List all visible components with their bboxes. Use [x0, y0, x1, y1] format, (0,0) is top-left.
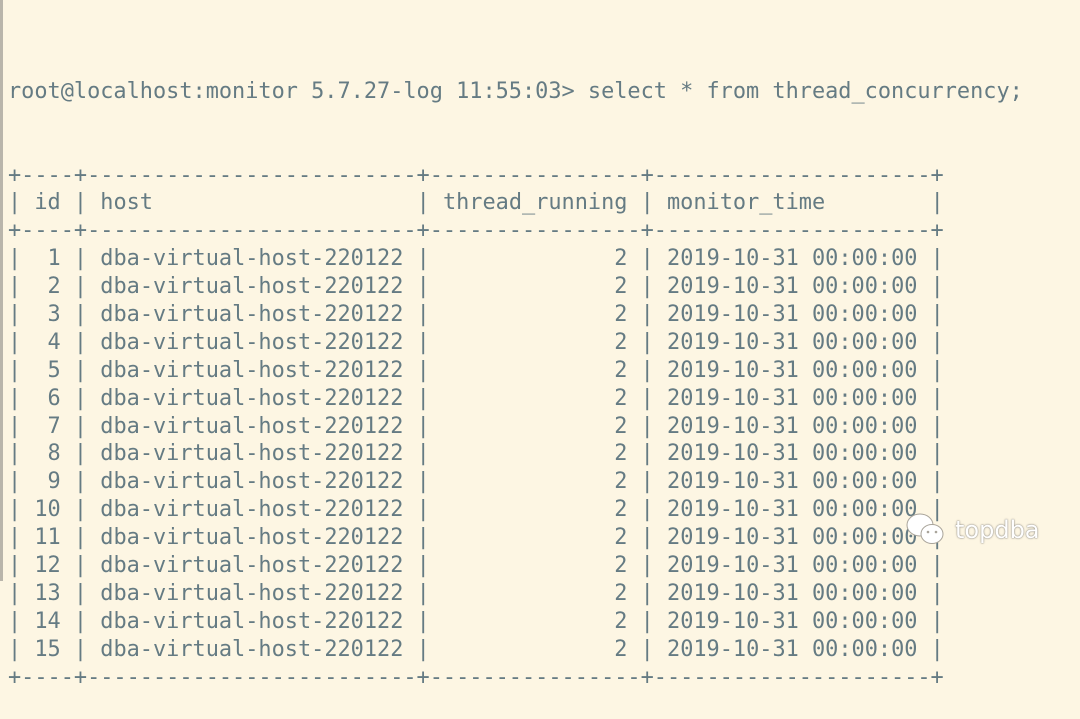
column-header-id: id	[34, 190, 61, 216]
terminal-output: root@localhost:monitor 5.7.27-log 11:55:…	[8, 22, 1023, 719]
cell-thread-running: 2	[614, 357, 628, 383]
cell-thread-running: 2	[614, 497, 628, 523]
cell-monitor-time: 2019-10-31 00:00:00	[667, 608, 918, 634]
cell-thread-running: 2	[614, 469, 628, 495]
cell-host: dba-virtual-host-220122	[100, 608, 404, 634]
watermark: topdba	[905, 512, 1040, 548]
cell-host: dba-virtual-host-220122	[100, 246, 404, 272]
table-row: | 15 | dba-virtual-host-220122 | 2 | 201…	[8, 636, 944, 662]
cell-host: dba-virtual-host-220122	[100, 301, 404, 327]
table-border: +----+-------------------------+--------…	[8, 218, 944, 244]
cell-host: dba-virtual-host-220122	[100, 580, 404, 606]
cell-monitor-time: 2019-10-31 00:00:00	[667, 413, 918, 439]
cell-id: 13	[34, 580, 61, 606]
cell-thread-running: 2	[614, 580, 628, 606]
cell-id: 2	[47, 274, 61, 300]
cell-thread-running: 2	[614, 608, 628, 634]
cell-monitor-time: 2019-10-31 00:00:00	[667, 301, 918, 327]
cell-id: 14	[34, 608, 61, 634]
column-header-monitor-time: monitor_time	[667, 190, 826, 216]
result-table: +----+-------------------------+--------…	[8, 162, 1023, 692]
cell-host: dba-virtual-host-220122	[100, 357, 404, 383]
table-row: | 7 | dba-virtual-host-220122 | 2 | 2019…	[8, 413, 944, 439]
cell-monitor-time: 2019-10-31 00:00:00	[667, 441, 918, 467]
cell-host: dba-virtual-host-220122	[100, 274, 404, 300]
table-border: +----+-------------------------+--------…	[8, 664, 944, 690]
cell-id: 8	[47, 441, 61, 467]
table-row: | 10 | dba-virtual-host-220122 | 2 | 201…	[8, 497, 944, 523]
table-row: | 3 | dba-virtual-host-220122 | 2 | 2019…	[8, 301, 944, 327]
cell-thread-running: 2	[614, 525, 628, 551]
table-border: +----+-------------------------+--------…	[8, 162, 944, 188]
cell-monitor-time: 2019-10-31 00:00:00	[667, 497, 918, 523]
window-edge	[0, 0, 3, 581]
cell-thread-running: 2	[614, 441, 628, 467]
column-header-thread-running: thread_running	[442, 190, 628, 216]
cell-id: 3	[47, 301, 61, 327]
table-row: | 4 | dba-virtual-host-220122 | 2 | 2019…	[8, 329, 944, 355]
cell-id: 4	[47, 329, 61, 355]
cell-id: 1	[47, 246, 61, 272]
cell-id: 7	[47, 413, 61, 439]
prompt: root@localhost:monitor 5.7.27-log 11:55:…	[8, 78, 588, 104]
table-row: | 9 | dba-virtual-host-220122 | 2 | 2019…	[8, 469, 944, 495]
table-row: | 13 | dba-virtual-host-220122 | 2 | 201…	[8, 580, 944, 606]
cell-monitor-time: 2019-10-31 00:00:00	[667, 636, 918, 662]
cell-id: 11	[34, 525, 61, 551]
cell-monitor-time: 2019-10-31 00:00:00	[667, 580, 918, 606]
table-row: | 14 | dba-virtual-host-220122 | 2 | 201…	[8, 608, 944, 634]
cell-host: dba-virtual-host-220122	[100, 552, 404, 578]
cell-monitor-time: 2019-10-31 00:00:00	[667, 246, 918, 272]
cell-id: 15	[34, 636, 61, 662]
table-row: | 6 | dba-virtual-host-220122 | 2 | 2019…	[8, 385, 944, 411]
table-row: | 1 | dba-virtual-host-220122 | 2 | 2019…	[8, 246, 944, 272]
cell-thread-running: 2	[614, 329, 628, 355]
cell-id: 6	[47, 385, 61, 411]
cell-thread-running: 2	[614, 274, 628, 300]
cell-id: 10	[34, 497, 61, 523]
column-header-host: host	[100, 190, 153, 216]
cell-thread-running: 2	[614, 413, 628, 439]
table-header: | id | host | thread_running | monitor_t…	[8, 190, 944, 216]
cell-host: dba-virtual-host-220122	[100, 329, 404, 355]
cell-thread-running: 2	[614, 636, 628, 662]
cell-monitor-time: 2019-10-31 00:00:00	[667, 357, 918, 383]
cell-monitor-time: 2019-10-31 00:00:00	[667, 385, 918, 411]
cell-host: dba-virtual-host-220122	[100, 636, 404, 662]
cell-thread-running: 2	[614, 385, 628, 411]
cell-thread-running: 2	[614, 552, 628, 578]
command-text: select * from thread_concurrency;	[587, 78, 1023, 104]
cell-id: 5	[47, 357, 61, 383]
cell-host: dba-virtual-host-220122	[100, 525, 404, 551]
table-row: | 2 | dba-virtual-host-220122 | 2 | 2019…	[8, 274, 944, 300]
cell-monitor-time: 2019-10-31 00:00:00	[667, 329, 918, 355]
table-row: | 12 | dba-virtual-host-220122 | 2 | 201…	[8, 552, 944, 578]
table-row: | 11 | dba-virtual-host-220122 | 2 | 201…	[8, 525, 944, 551]
cell-monitor-time: 2019-10-31 00:00:00	[667, 469, 918, 495]
cell-monitor-time: 2019-10-31 00:00:00	[667, 552, 918, 578]
cell-host: dba-virtual-host-220122	[100, 413, 404, 439]
cell-id: 9	[47, 469, 61, 495]
table-row: | 5 | dba-virtual-host-220122 | 2 | 2019…	[8, 357, 944, 383]
cell-monitor-time: 2019-10-31 00:00:00	[667, 525, 918, 551]
cell-host: dba-virtual-host-220122	[100, 441, 404, 467]
cell-host: dba-virtual-host-220122	[100, 497, 404, 523]
cell-id: 12	[34, 552, 61, 578]
cell-thread-running: 2	[614, 301, 628, 327]
cell-host: dba-virtual-host-220122	[100, 385, 404, 411]
cell-thread-running: 2	[614, 246, 628, 272]
wechat-icon	[906, 513, 944, 544]
table-row: | 8 | dba-virtual-host-220122 | 2 | 2019…	[8, 441, 944, 467]
cell-monitor-time: 2019-10-31 00:00:00	[667, 274, 918, 300]
cell-host: dba-virtual-host-220122	[100, 469, 404, 495]
watermark-text: topdba	[955, 516, 1040, 544]
command-line[interactable]: root@localhost:monitor 5.7.27-log 11:55:…	[8, 78, 1023, 106]
